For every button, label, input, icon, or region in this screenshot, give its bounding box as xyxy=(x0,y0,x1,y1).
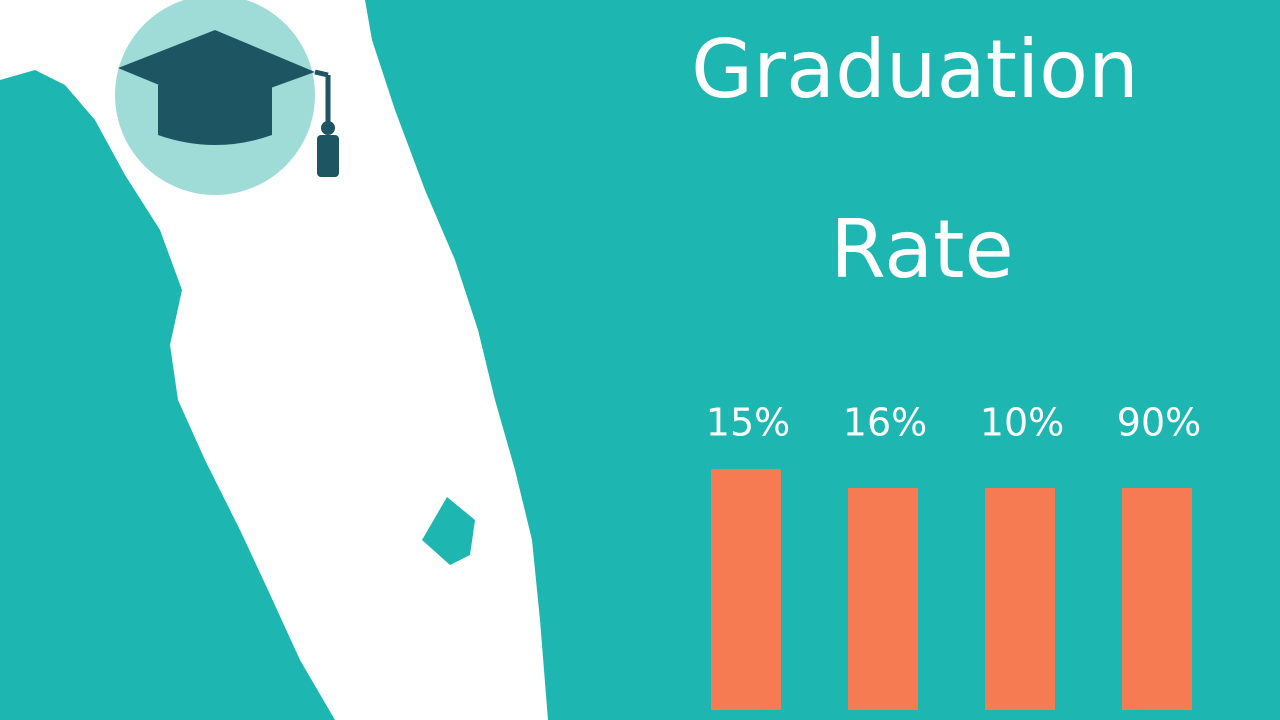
title-line: Rate xyxy=(830,203,1013,296)
bar xyxy=(711,469,781,710)
graduation-cap xyxy=(118,30,339,177)
bar-label: 15% xyxy=(706,401,790,445)
bar-label: 90% xyxy=(1117,401,1201,445)
bar xyxy=(1122,488,1192,710)
bar-group: 15% 16% 10% 90% xyxy=(706,401,1201,710)
bar xyxy=(848,488,918,710)
lake xyxy=(422,497,475,565)
bar-label: 10% xyxy=(980,401,1064,445)
bar-label: 16% xyxy=(843,401,927,445)
title-line: Graduation xyxy=(691,23,1139,116)
florida-map xyxy=(0,0,548,720)
bar xyxy=(985,488,1055,710)
